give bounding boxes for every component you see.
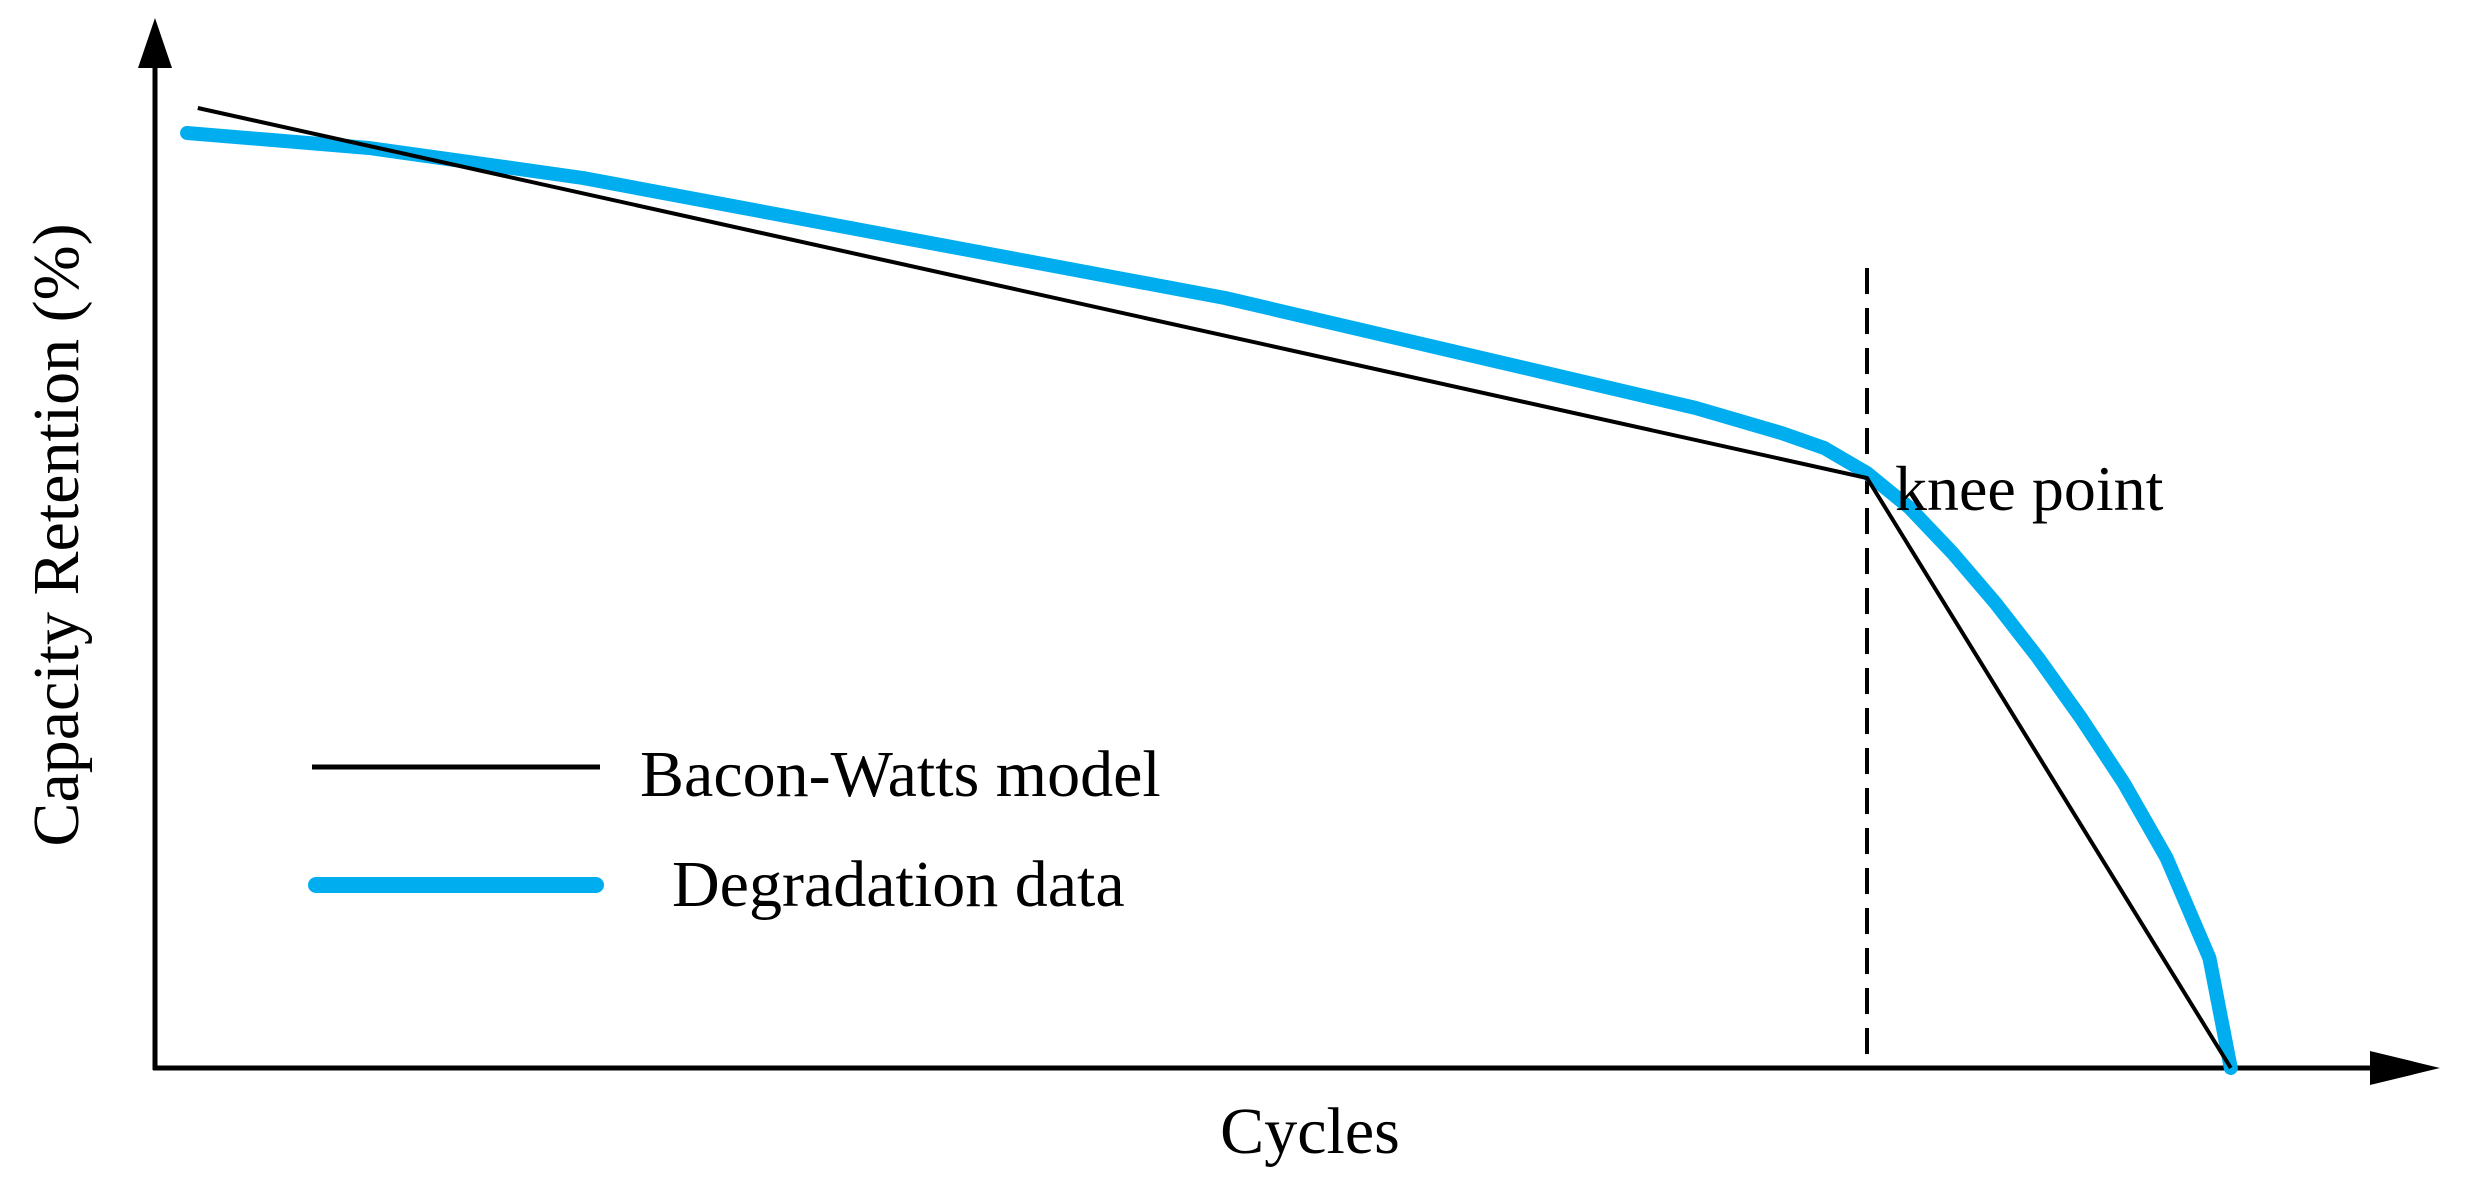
knee-point-label: knee point bbox=[1895, 453, 2164, 524]
x-axis bbox=[153, 1051, 2440, 1085]
legend-item-model: Bacon-Watts model bbox=[312, 738, 1161, 811]
legend-label-model: Bacon-Watts model bbox=[640, 738, 1161, 811]
y-axis-label: Capacity Retention (%) bbox=[20, 223, 93, 846]
legend-label-data: Degradation data bbox=[672, 848, 1125, 921]
y-axis-arrow-icon bbox=[138, 18, 172, 68]
x-axis-arrow-icon bbox=[2370, 1051, 2440, 1085]
legend-item-data: Degradation data bbox=[308, 848, 1125, 921]
y-axis bbox=[138, 18, 172, 1070]
legend: Bacon-Watts model Degradation data bbox=[308, 738, 1161, 921]
series-bacon-watts-model-line bbox=[197, 106, 2233, 1070]
x-axis-label: Cycles bbox=[1220, 1095, 1400, 1168]
series-degradation-data-line bbox=[180, 126, 2238, 1075]
plot-area bbox=[180, 106, 2238, 1075]
